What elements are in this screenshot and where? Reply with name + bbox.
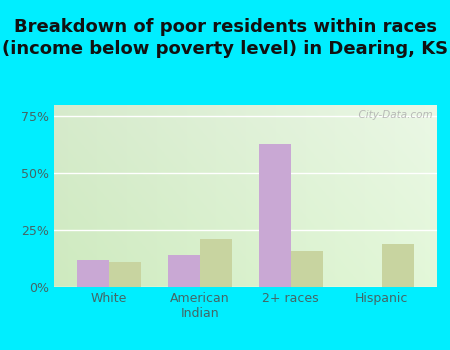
Bar [291,251,323,287]
Bar [382,244,414,287]
Bar [259,144,291,287]
Text: Breakdown of poor residents within races
(income below poverty level) in Dearing: Breakdown of poor residents within races… [2,18,448,58]
Bar [168,255,200,287]
Text: City-Data.com: City-Data.com [352,111,433,120]
Bar [77,260,108,287]
Legend: Dearing, Kansas: Dearing, Kansas [144,349,346,350]
Bar [108,262,140,287]
Bar [200,239,232,287]
